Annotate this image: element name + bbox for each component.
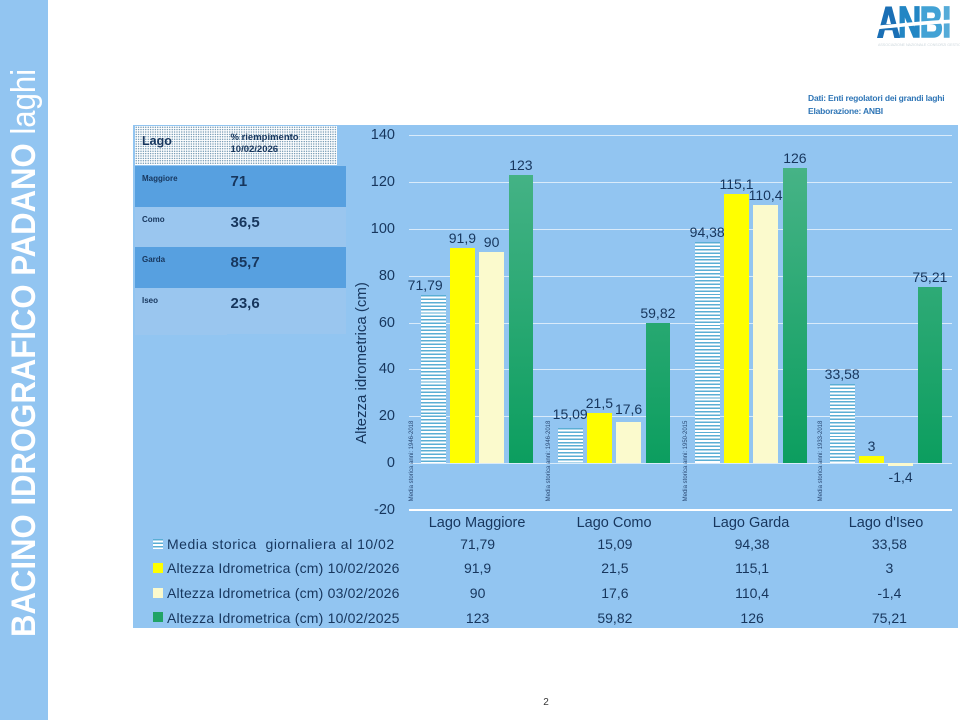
svg-text:ASSOCIAZIONE NAZIONALE CONSORZ: ASSOCIAZIONE NAZIONALE CONSORZI GESTIONE… (878, 43, 960, 47)
svg-text:ANBI: ANBI (877, 2, 950, 47)
